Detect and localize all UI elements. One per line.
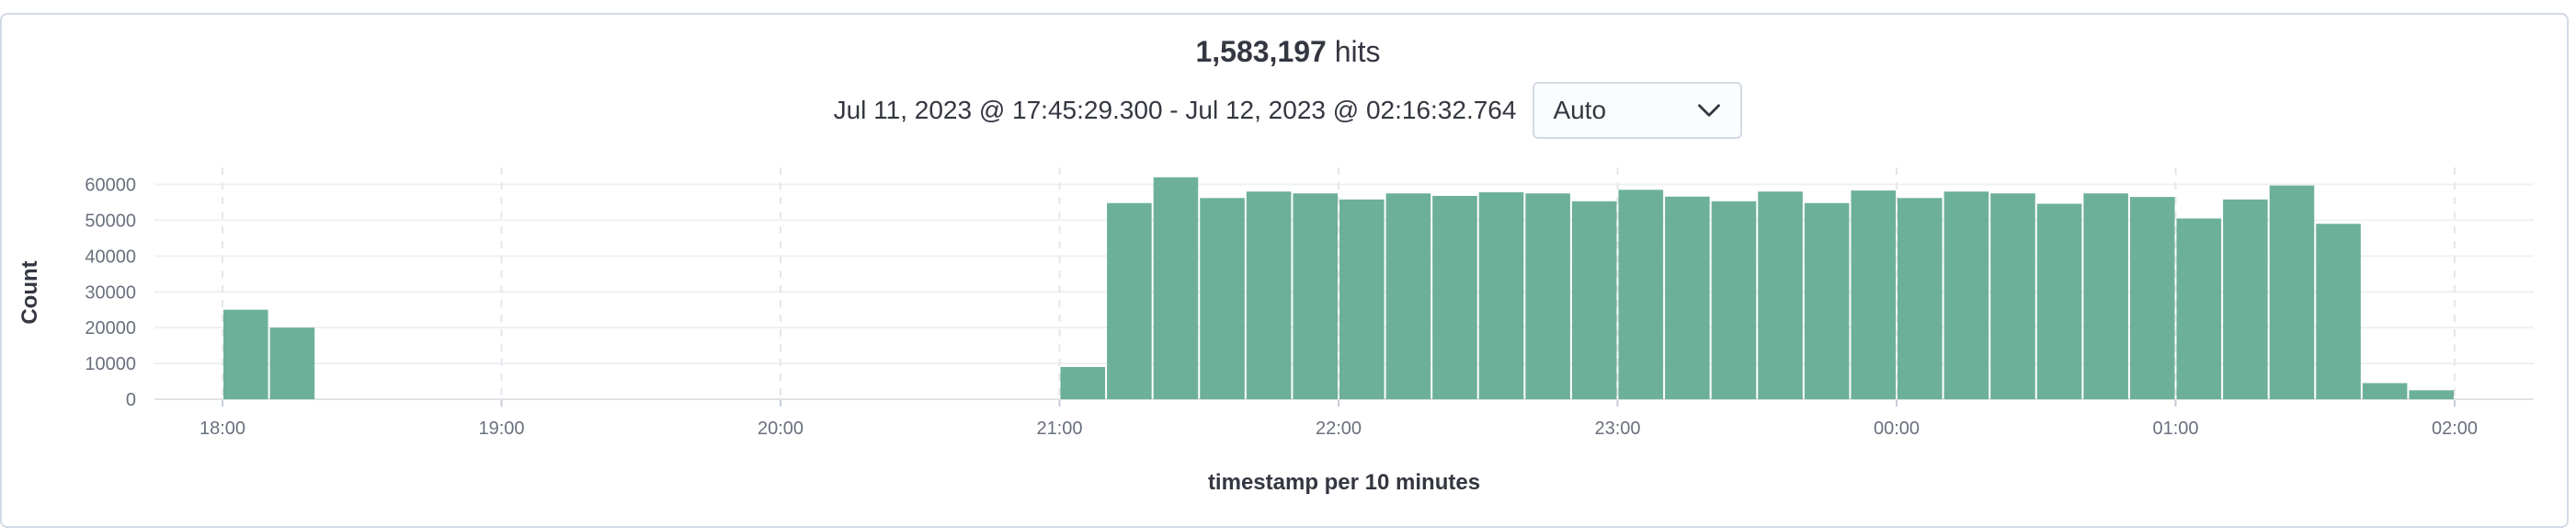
histogram-bar	[1618, 189, 1664, 399]
y-tick-label: 20000	[85, 318, 136, 339]
y-tick-label: 0	[126, 390, 136, 410]
histogram-bar	[1571, 201, 1617, 399]
histogram-bar	[1153, 177, 1199, 399]
x-tick-label: 02:00	[2432, 419, 2478, 439]
y-tick-label: 50000	[85, 211, 136, 231]
histogram-bar	[1246, 191, 1292, 399]
interval-select-value: Auto	[1553, 96, 1607, 124]
hits-label: hits	[1334, 35, 1381, 68]
histogram-bar	[2362, 383, 2408, 399]
hits-count: 1,583,197	[1195, 35, 1327, 68]
x-tick-label: 23:00	[1594, 419, 1640, 439]
histogram-bar	[2083, 193, 2128, 399]
time-range-text: Jul 11, 2023 @ 17:45:29.300 - Jul 12, 20…	[833, 96, 1517, 124]
histogram-bar	[1525, 193, 1570, 399]
interval-select[interactable]: Auto	[1533, 82, 1743, 139]
histogram-bar	[2409, 390, 2454, 399]
x-tick-label: 21:00	[1036, 419, 1082, 439]
histogram-bar	[1200, 198, 1245, 399]
histogram-bar	[2316, 224, 2361, 399]
histogram-bar	[223, 309, 268, 399]
y-axis-title: Count	[17, 260, 42, 324]
histogram-bar	[2129, 197, 2175, 399]
histogram-bar	[1478, 192, 1524, 399]
histogram-bar	[1898, 198, 1943, 399]
histogram-bar	[1339, 199, 1385, 399]
histogram-bar	[1990, 193, 2035, 399]
x-axis-title: timestamp per 10 minutes	[1208, 470, 1480, 495]
histogram-bar	[1432, 195, 1477, 399]
histogram-bar	[1385, 193, 1431, 399]
histogram-bar	[2176, 218, 2222, 399]
histogram-bar	[1943, 191, 1989, 399]
time-range-row: Jul 11, 2023 @ 17:45:29.300 - Jul 12, 20…	[0, 81, 2576, 140]
y-tick-label: 60000	[85, 176, 136, 196]
histogram-bar	[1711, 201, 1757, 399]
y-tick-label: 40000	[85, 247, 136, 267]
histogram-bar	[2269, 185, 2315, 399]
histogram-bar	[1293, 193, 1338, 399]
histogram-bar	[1665, 196, 1710, 399]
y-tick-label: 10000	[85, 354, 136, 374]
histogram-bar	[1851, 190, 1896, 399]
y-tick-label: 30000	[85, 282, 136, 303]
histogram-bar	[1107, 202, 1152, 399]
histogram-bar	[2223, 199, 2268, 399]
hits-counter: 1,583,197 hits	[0, 33, 2576, 70]
histogram-bar	[2036, 203, 2082, 399]
chevron-down-icon	[1698, 104, 1721, 117]
x-tick-label: 20:00	[758, 419, 804, 439]
histogram-bar	[1804, 202, 1850, 399]
histogram-bar	[1060, 366, 1106, 399]
x-tick-label: 22:00	[1316, 419, 1362, 439]
x-tick-label: 18:00	[199, 419, 245, 439]
x-tick-label: 19:00	[478, 419, 524, 439]
histogram-bar	[269, 327, 315, 399]
x-tick-label: 01:00	[2152, 419, 2198, 439]
histogram-bar	[1758, 191, 1803, 399]
x-tick-label: 00:00	[1874, 419, 1920, 439]
